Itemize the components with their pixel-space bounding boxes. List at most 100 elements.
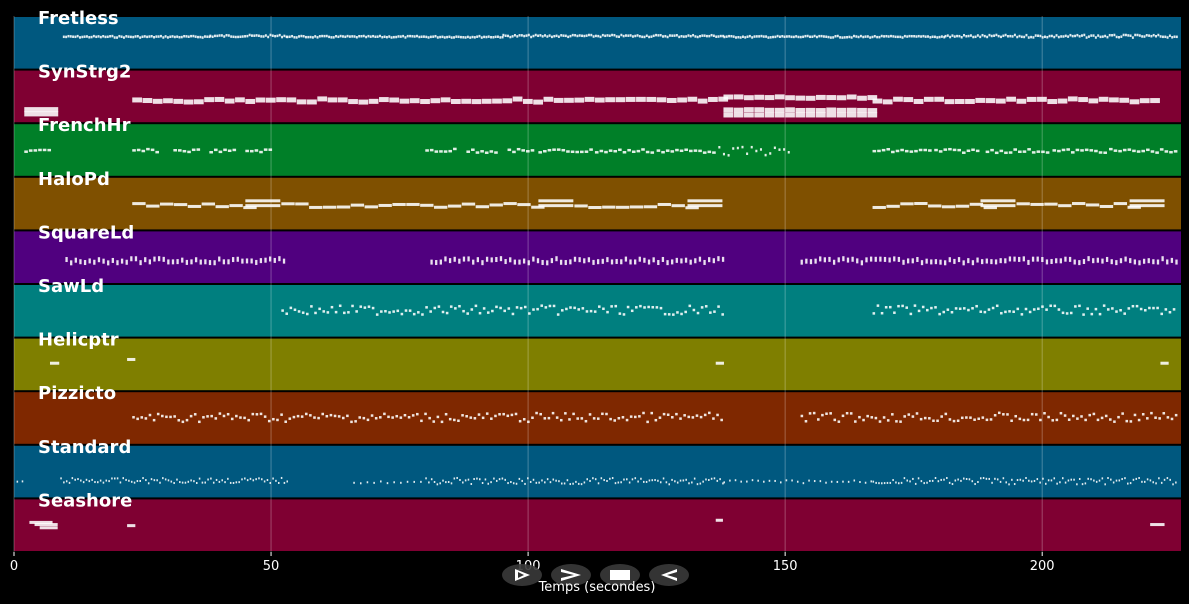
note xyxy=(1164,35,1167,39)
note xyxy=(109,35,112,38)
note xyxy=(362,34,365,38)
note xyxy=(631,35,634,38)
note xyxy=(283,481,286,484)
note xyxy=(958,34,961,38)
note xyxy=(903,415,906,418)
note xyxy=(615,97,626,103)
note xyxy=(329,413,333,417)
note xyxy=(982,476,985,479)
note xyxy=(944,99,955,105)
note xyxy=(243,206,257,210)
note xyxy=(1081,483,1084,486)
note xyxy=(539,412,542,416)
note xyxy=(929,36,932,39)
note xyxy=(957,148,961,152)
note xyxy=(1067,418,1071,421)
note xyxy=(1095,480,1098,483)
note xyxy=(862,418,865,422)
note xyxy=(671,204,685,208)
note xyxy=(97,35,100,38)
note xyxy=(1093,479,1095,482)
note xyxy=(503,309,506,313)
note xyxy=(938,35,941,39)
note xyxy=(490,481,492,484)
stop-button[interactable] xyxy=(600,564,640,586)
note xyxy=(525,34,528,37)
note xyxy=(985,150,990,154)
note xyxy=(246,479,249,482)
note xyxy=(943,35,946,39)
play-button[interactable] xyxy=(502,564,542,586)
note xyxy=(1141,413,1145,416)
note xyxy=(245,149,249,153)
note xyxy=(543,149,547,153)
note xyxy=(492,36,495,39)
note xyxy=(215,205,229,209)
note xyxy=(473,417,477,420)
note xyxy=(239,416,242,419)
note xyxy=(422,35,425,38)
note xyxy=(1115,35,1118,39)
note xyxy=(1173,35,1176,38)
note xyxy=(753,35,756,38)
note xyxy=(990,259,993,265)
note xyxy=(880,311,884,315)
note xyxy=(441,310,445,314)
note xyxy=(484,151,489,154)
note xyxy=(634,259,637,265)
rewind-button[interactable] xyxy=(649,564,689,586)
note xyxy=(477,413,481,416)
note xyxy=(213,148,218,152)
note xyxy=(511,35,514,38)
note xyxy=(274,34,277,38)
note xyxy=(1098,96,1109,102)
note xyxy=(475,151,480,154)
note xyxy=(936,419,939,423)
note xyxy=(906,258,910,264)
note xyxy=(196,148,201,151)
note xyxy=(461,202,476,206)
note xyxy=(764,95,775,101)
note xyxy=(708,96,718,102)
note xyxy=(83,260,87,266)
note xyxy=(60,477,62,480)
note xyxy=(1057,98,1068,104)
note xyxy=(778,148,781,151)
note xyxy=(1032,308,1036,311)
note xyxy=(1141,149,1146,153)
note xyxy=(994,151,999,155)
note xyxy=(511,312,515,316)
note xyxy=(1037,96,1047,102)
note xyxy=(860,260,864,266)
note xyxy=(79,36,81,39)
note xyxy=(999,258,1002,264)
note xyxy=(286,35,289,39)
note xyxy=(953,35,956,38)
note xyxy=(1083,33,1086,37)
note xyxy=(963,33,965,37)
fast-forward-button[interactable] xyxy=(551,564,591,586)
notes-squareld xyxy=(65,256,1178,266)
note xyxy=(85,35,88,38)
note xyxy=(985,258,988,264)
note xyxy=(440,420,444,424)
note xyxy=(1142,258,1146,264)
note xyxy=(654,479,656,482)
note xyxy=(994,259,998,265)
note xyxy=(199,259,202,265)
note xyxy=(901,304,904,308)
note xyxy=(1055,418,1059,422)
note xyxy=(1135,304,1139,308)
note xyxy=(1119,258,1123,264)
note xyxy=(253,34,256,37)
note xyxy=(760,34,763,38)
note xyxy=(457,35,460,39)
note xyxy=(914,202,928,206)
note xyxy=(990,148,994,152)
note xyxy=(462,309,465,313)
note xyxy=(1132,478,1135,481)
note xyxy=(903,97,914,103)
note xyxy=(1131,304,1135,308)
note xyxy=(594,151,599,154)
note xyxy=(565,307,568,311)
